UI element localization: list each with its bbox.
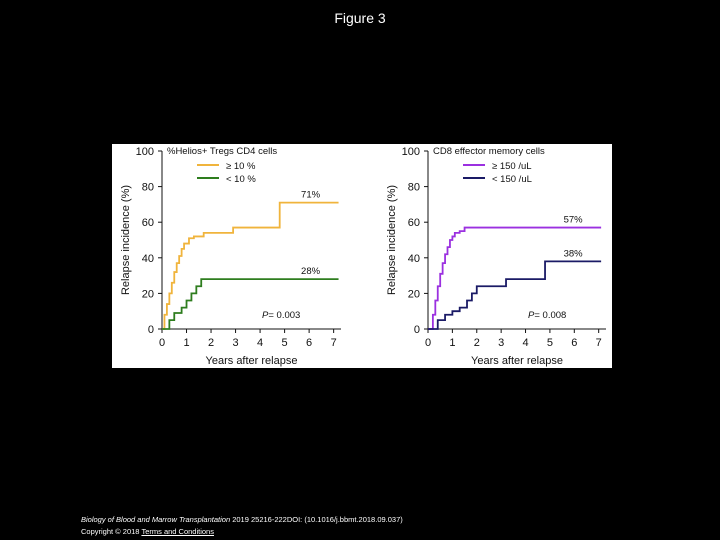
series-line-2 xyxy=(162,278,339,330)
chart-panel-1: 0 20 40 60 80 100 0 1 2 3 4 5 6 7 Years after relapse R… xyxy=(120,146,341,367)
y-tick-label: 60 xyxy=(142,217,154,229)
citation-journal: Biology of Blood and Marrow Transplantat… xyxy=(81,515,231,524)
x-tick-label: 2 xyxy=(208,337,214,349)
y-tick-label: 40 xyxy=(408,253,420,265)
x-tick-label: 0 xyxy=(425,337,431,349)
x-tick-label: 5 xyxy=(547,337,553,349)
x-tick-label: 2 xyxy=(474,337,480,349)
series-end-label: 28% xyxy=(301,266,321,277)
legend-label: < 150 /uL xyxy=(492,174,532,185)
x-tick-label: 1 xyxy=(183,337,189,349)
figure-panel: 0 20 40 60 80 100 0 1 2 3 4 5 6 7 Years after relapse R… xyxy=(112,144,612,368)
terms-and-conditions-link[interactable]: Terms and Conditions xyxy=(141,527,214,536)
series-line-1 xyxy=(162,201,339,330)
x-tick-label: 6 xyxy=(306,337,312,349)
y-tick-label: 80 xyxy=(408,182,420,194)
y-tick-label: 20 xyxy=(408,288,420,300)
y-axis-label: Relapse incidence (%) xyxy=(120,185,132,295)
y-tick-label: 80 xyxy=(142,182,154,194)
x-tick-label: 4 xyxy=(522,337,528,349)
x-tick-label: 7 xyxy=(596,337,602,349)
p-value: P= 0.008 xyxy=(528,310,566,321)
series-end-label: 57% xyxy=(564,215,584,226)
p-value-symbol: P xyxy=(528,310,535,321)
y-axis-label: Relapse incidence (%) xyxy=(386,185,398,295)
legend-label: ≥ 150 /uL xyxy=(492,161,532,172)
chart-title: %Helios+ Tregs CD4 cells xyxy=(167,146,277,157)
copyright-text: Copyright © 2018 xyxy=(81,527,142,536)
y-tick-label: 100 xyxy=(136,146,154,158)
p-value-symbol: P xyxy=(262,310,269,321)
x-tick-label: 5 xyxy=(282,337,288,349)
series-end-label: 38% xyxy=(564,248,584,259)
chart-panel-2: 0 20 40 60 80 100 0 1 2 3 4 5 6 7 Years after relapse R… xyxy=(386,146,606,367)
p-value: P= 0.003 xyxy=(262,310,300,321)
citation-details: 2019 25216-222DOI: (10.1016/j.bbmt.2018.… xyxy=(230,515,403,524)
page-title: Figure 3 xyxy=(334,10,386,26)
citation: Biology of Blood and Marrow Transplantat… xyxy=(81,515,403,524)
x-tick-label: 4 xyxy=(257,337,263,349)
y-tick-label: 60 xyxy=(408,217,420,229)
p-value-number: = 0.008 xyxy=(534,310,566,321)
x-axis-label: Years after relapse xyxy=(206,355,298,367)
x-tick-label: 0 xyxy=(159,337,165,349)
y-tick-label: 20 xyxy=(142,288,154,300)
series-line-1 xyxy=(428,226,602,330)
x-tick-label: 3 xyxy=(498,337,504,349)
series-end-label: 71% xyxy=(301,190,321,201)
series-line-2 xyxy=(428,260,602,330)
copyright-line: Copyright © 2018 Terms and Conditions xyxy=(81,527,214,536)
x-tick-label: 3 xyxy=(232,337,238,349)
chart-title: CD8 effector memory cells xyxy=(433,146,545,157)
y-tick-label: 0 xyxy=(148,324,154,336)
y-tick-label: 40 xyxy=(142,253,154,265)
x-tick-label: 6 xyxy=(571,337,577,349)
x-tick-label: 7 xyxy=(331,337,337,349)
y-tick-label: 0 xyxy=(414,324,420,336)
x-tick-label: 1 xyxy=(449,337,455,349)
y-tick-label: 100 xyxy=(402,146,420,158)
x-axis-label: Years after relapse xyxy=(471,355,563,367)
legend-label: ≥ 10 % xyxy=(226,161,256,172)
p-value-number: = 0.003 xyxy=(268,310,300,321)
legend-label: < 10 % xyxy=(226,174,256,185)
